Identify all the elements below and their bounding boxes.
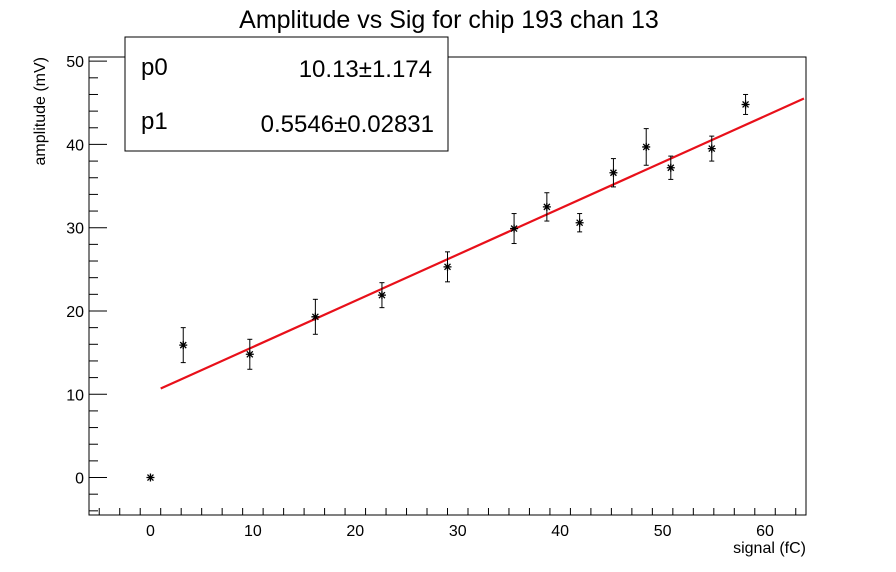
star-marker xyxy=(510,224,519,233)
star-marker xyxy=(542,202,551,211)
y-tick-label: 40 xyxy=(66,137,84,154)
y-tick-label: 10 xyxy=(66,387,84,404)
stats-row-p1-value: 0.5546±0.02831 xyxy=(261,111,434,138)
x-tick-label: 20 xyxy=(346,523,364,540)
y-tick-label: 30 xyxy=(66,221,84,238)
data-point xyxy=(179,327,188,364)
data-point xyxy=(245,338,254,370)
x-axis-label: signal (fC) xyxy=(733,540,806,557)
data-point xyxy=(741,93,750,115)
stats-row-p0-pm: ± xyxy=(359,56,372,83)
chart-title: Amplitude vs Sig for chip 193 chan 13 xyxy=(239,6,659,34)
data-point xyxy=(575,213,584,233)
star-marker xyxy=(575,218,584,227)
stats-box: p0 10.13±1.174 p1 0.5546±0.02831 xyxy=(124,36,449,152)
x-tick-label: 0 xyxy=(146,523,155,540)
star-marker xyxy=(245,350,254,359)
x-axis: 0 10 20 30 40 50 60 xyxy=(98,508,797,540)
stats-row-p1-name: p1 xyxy=(141,108,168,135)
stats-row-p1-pm: ± xyxy=(334,111,347,138)
x-tick-label: 50 xyxy=(654,523,672,540)
fit-layer xyxy=(160,97,805,390)
x-tick-label: 10 xyxy=(244,523,262,540)
star-marker xyxy=(179,341,188,350)
data-point xyxy=(542,192,551,222)
x-tick-label: 60 xyxy=(756,523,774,540)
y-tick-label: 20 xyxy=(66,304,84,321)
stats-box-frame xyxy=(124,36,449,152)
star-marker xyxy=(642,142,651,151)
star-marker xyxy=(741,100,750,109)
data-point xyxy=(707,135,716,162)
data-point xyxy=(311,298,320,335)
stats-row-p1-val: 0.5546 xyxy=(261,111,334,138)
y-axis-label: amplitude (mV) xyxy=(32,57,49,165)
data-point xyxy=(377,282,386,309)
data-points xyxy=(146,93,750,482)
star-marker xyxy=(146,473,155,482)
data-point xyxy=(443,251,452,283)
star-marker xyxy=(377,291,386,300)
star-marker xyxy=(666,163,675,172)
star-marker xyxy=(707,144,716,153)
y-axis: 0 10 20 30 40 50 xyxy=(66,54,107,512)
data-point xyxy=(146,473,155,482)
stats-row-p1-err: 0.02831 xyxy=(347,111,434,138)
stats-row-p0-name: p0 xyxy=(141,54,168,81)
fit-line xyxy=(160,97,805,390)
data-point xyxy=(642,128,651,166)
stats-row-p0-val: 10.13 xyxy=(299,56,359,83)
stats-row-p0-err: 1.174 xyxy=(372,56,432,83)
star-marker xyxy=(443,262,452,271)
star-marker xyxy=(311,312,320,321)
y-tick-label: 50 xyxy=(66,54,84,71)
x-tick-label: 40 xyxy=(551,523,569,540)
y-tick-label: 0 xyxy=(75,471,84,488)
star-marker xyxy=(609,168,618,177)
data-point xyxy=(666,155,675,180)
data-point xyxy=(609,158,618,188)
x-tick-label: 30 xyxy=(449,523,467,540)
data-point xyxy=(510,213,519,245)
stats-row-p0-value: 10.13±1.174 xyxy=(299,56,432,83)
